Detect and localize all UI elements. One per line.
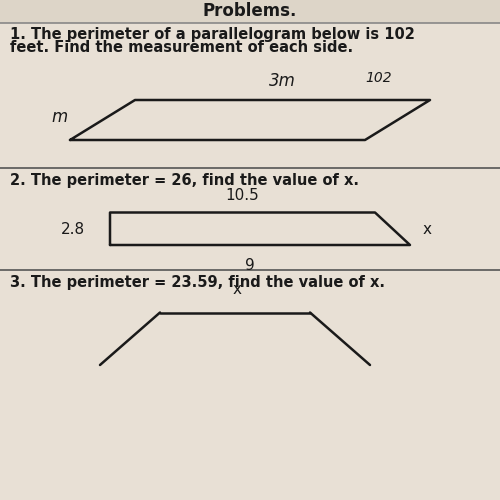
Text: feet. Find the measurement of each side.: feet. Find the measurement of each side. <box>10 40 353 55</box>
Text: x: x <box>422 222 432 238</box>
FancyBboxPatch shape <box>0 0 500 22</box>
Text: 2. The perimeter = 26, find the value of x.: 2. The perimeter = 26, find the value of… <box>10 172 359 188</box>
Text: 9: 9 <box>245 258 255 274</box>
Text: m: m <box>52 108 68 126</box>
Text: 2.8: 2.8 <box>61 222 85 236</box>
Text: x: x <box>233 282 242 298</box>
Text: Problems.: Problems. <box>203 2 297 21</box>
Text: 1. The perimeter of a parallelogram below is 102: 1. The perimeter of a parallelogram belo… <box>10 28 415 42</box>
Text: 10.5: 10.5 <box>226 188 260 204</box>
Text: 3. The perimeter = 23.59, find the value of x.: 3. The perimeter = 23.59, find the value… <box>10 275 385 290</box>
Text: 3m: 3m <box>269 72 296 90</box>
Text: 102: 102 <box>365 70 392 85</box>
